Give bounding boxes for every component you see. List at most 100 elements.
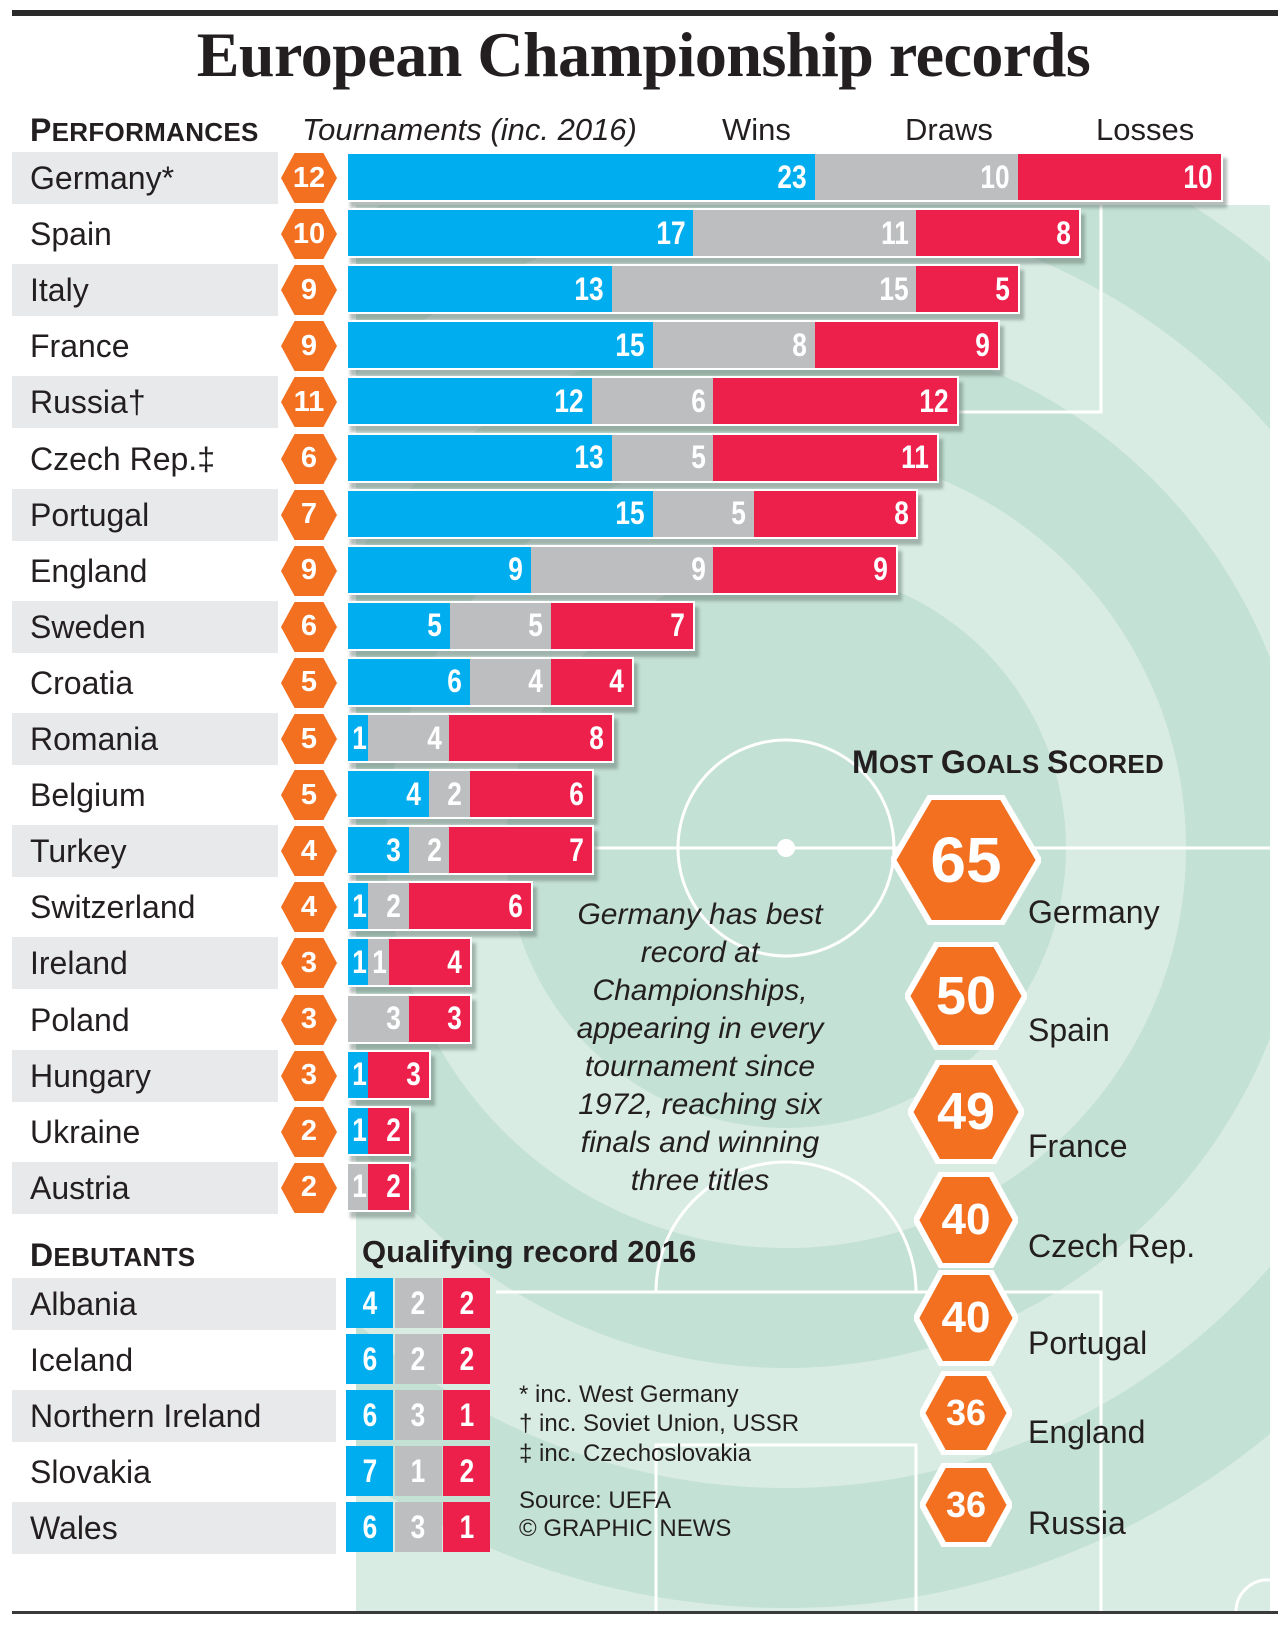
tournaments-badge: 2 <box>279 1161 339 1215</box>
legend-losses: Losses <box>1096 112 1195 147</box>
goals-badge: 40 <box>914 1172 1018 1268</box>
wins-value: 15 <box>615 495 645 532</box>
country-label: Austria <box>30 1169 130 1206</box>
tournaments-badge: 7 <box>279 488 339 542</box>
goals-value: 40 <box>941 1293 991 1342</box>
hexagon-fill <box>281 265 337 316</box>
losses-segment: 2 <box>368 1107 409 1154</box>
losses-value: 9 <box>873 551 889 588</box>
hexagon-shape <box>281 433 337 484</box>
qualifying-record-heading: Qualifying record 2016 <box>362 1234 697 1269</box>
losses-segment: 8 <box>916 210 1079 257</box>
tournaments-badge: 4 <box>279 880 339 934</box>
goals-value: 50 <box>935 966 997 1026</box>
centre-circle <box>676 738 896 958</box>
centre-spot <box>777 839 795 857</box>
losses-value: 3 <box>447 1000 462 1036</box>
tournaments-badge: 5 <box>279 712 339 766</box>
losses-segment: 5 <box>916 266 1018 313</box>
qualifying-draws-cell: 3 <box>394 1502 442 1553</box>
goals-country: England <box>1028 1414 1146 1450</box>
draws-segment: 1 <box>368 939 389 986</box>
draws-value: 1 <box>372 943 387 980</box>
footnote-czech: ‡ inc. Czechoslovakia <box>519 1440 752 1467</box>
goals-value: 36 <box>945 1392 987 1433</box>
qualifying-wins-value: 6 <box>362 1340 377 1377</box>
tournaments-count: 7 <box>300 498 318 531</box>
wins-value: 6 <box>447 663 462 700</box>
losses-value: 11 <box>900 439 929 475</box>
draws-segment: 10 <box>814 154 1018 200</box>
goals-country: Spain <box>1028 1012 1110 1048</box>
stacked-bar: 17 11 8 <box>346 208 1081 259</box>
tournaments-badge: 3 <box>279 1049 339 1103</box>
losses-value: 6 <box>508 887 523 924</box>
debutant-country: Northern Ireland <box>30 1398 262 1435</box>
stacked-bar: 12 6 12 <box>346 376 959 427</box>
draws-value: 4 <box>426 719 442 756</box>
losses-value: 6 <box>568 775 584 812</box>
most-goals-heading-rest-3: CORED <box>1068 749 1165 779</box>
qualifying-losses-cell: 1 <box>443 1502 490 1553</box>
qualifying-draws-value: 1 <box>410 1452 426 1489</box>
hexagon-fill <box>914 1172 1018 1268</box>
hexagon-fill <box>281 153 337 203</box>
hexagon-shape <box>281 882 337 933</box>
qualifying-losses-cell: 2 <box>443 1334 490 1385</box>
wins-segment: 1 <box>348 1107 369 1154</box>
tournaments-count: 5 <box>300 666 318 699</box>
goals-badge: 50 <box>905 942 1027 1050</box>
goals-country: Czech Rep. <box>1028 1228 1196 1264</box>
hexagon-shape <box>281 601 337 652</box>
hexagon-shape <box>914 1270 1018 1366</box>
country-label: Ukraine <box>30 1113 141 1150</box>
losses-segment: 6 <box>469 771 592 818</box>
most-goals-heading: MOST GOALS SCORED <box>852 744 1164 781</box>
qualifying-losses-value: 1 <box>459 1508 474 1545</box>
draws-segment: 5 <box>449 602 551 649</box>
draws-value: 5 <box>731 495 746 532</box>
country-label: Sweden <box>30 608 146 645</box>
losses-value: 8 <box>1056 214 1071 251</box>
tournaments-badge: 12 <box>279 151 339 205</box>
hexagon-shape <box>281 153 337 203</box>
hexagon-shape <box>281 1162 337 1213</box>
wins-value: 4 <box>406 775 422 812</box>
losses-segment: 10 <box>1017 154 1221 200</box>
bottom-goal-area <box>654 1443 918 1611</box>
qualifying-draws-value: 2 <box>410 1284 426 1321</box>
wins-segment: 15 <box>348 322 653 369</box>
draws-segment: 2 <box>368 883 409 930</box>
losses-segment: 4 <box>550 658 633 705</box>
draws-segment: 11 <box>693 210 917 257</box>
most-goals-heading-rest-2: OALS <box>966 749 1040 779</box>
hexagon-shape <box>281 209 337 260</box>
country-label: Poland <box>30 1001 130 1038</box>
tournaments-badge: 6 <box>279 432 339 486</box>
qualifying-wins-value: 7 <box>362 1452 377 1489</box>
goals-country: Russia <box>1028 1505 1126 1541</box>
draws-segment: 15 <box>611 266 917 313</box>
tournaments-badge: 10 <box>279 207 339 261</box>
performance-row-bg <box>12 152 278 204</box>
draws-value: 10 <box>980 158 1010 195</box>
hexagon-shape <box>281 377 337 428</box>
draws-segment: 4 <box>368 715 450 761</box>
footnote-russia: † inc. Soviet Union, USSR <box>519 1410 800 1437</box>
draws-segment: 3 <box>348 995 409 1042</box>
goals-badge: 65 <box>891 795 1041 925</box>
wins-segment: 9 <box>348 546 531 593</box>
wins-value: 12 <box>554 382 584 419</box>
losses-value: 2 <box>386 1112 401 1149</box>
debutant-row-bg <box>12 1502 336 1555</box>
performance-row-bg <box>12 600 278 653</box>
draws-value: 5 <box>528 607 543 644</box>
wins-value: 1 <box>351 887 367 924</box>
wins-segment: 6 <box>348 658 470 705</box>
qualifying-wins-value: 6 <box>362 1396 377 1433</box>
goals-value: 65 <box>930 824 1002 896</box>
losses-value: 4 <box>609 663 625 700</box>
qualifying-wins-cell: 6 <box>346 1502 393 1553</box>
